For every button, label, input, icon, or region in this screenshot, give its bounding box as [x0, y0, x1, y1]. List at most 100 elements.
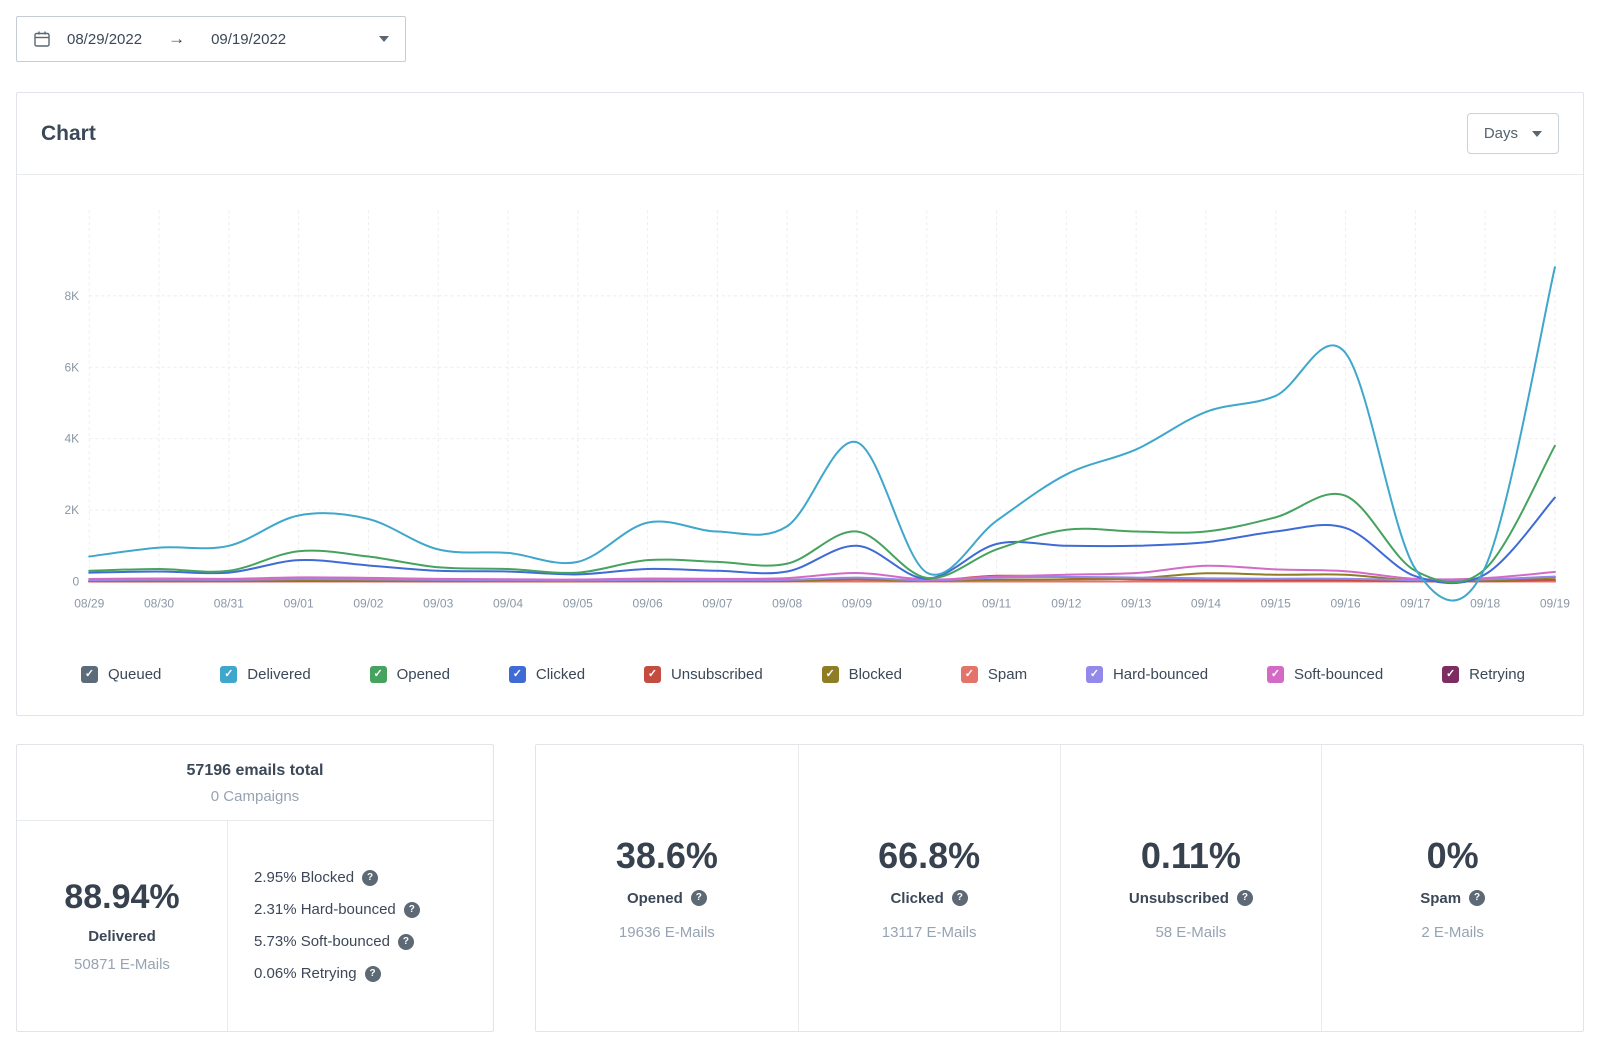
x-tick-label: 09/13 [1121, 597, 1151, 611]
line-chart: 08/29 08/30 08/31 09/01 09/02 09/03 09/04 09/05… [29, 185, 1571, 642]
legend-item-hard-bounced[interactable]: ✓ Hard-bounced [1085, 665, 1209, 683]
checkbox-checked-icon[interactable]: ✓ [508, 665, 526, 683]
breakdown-text: 5.73% Soft-bounced [254, 933, 390, 951]
series-line-opened [88, 444, 1556, 584]
checkbox-checked-icon[interactable]: ✓ [1085, 665, 1103, 683]
y-tick-label: 2K [64, 503, 79, 517]
series-line-soft-bounced [88, 564, 1556, 581]
help-icon[interactable]: ? [690, 890, 707, 907]
interval-value: Days [1483, 125, 1518, 142]
delivered-count: 50871 E-Mails [74, 956, 170, 974]
x-tick-label: 09/08 [772, 597, 802, 611]
chart-legend: ✓ Queued ✓ Delivered ✓ Opened ✓ Clicked ✓ Unsubsc… [29, 642, 1571, 691]
stat-label: Opened [626, 889, 683, 907]
checkbox-checked-icon[interactable]: ✓ [1266, 665, 1284, 683]
series-line-clicked [88, 496, 1556, 585]
stat-cards: 38.6% Opened ? 19636 E-Mails 66.8% Click… [535, 743, 1584, 1032]
chart-card-header: Chart Days [17, 93, 1583, 175]
legend-label: Opened [396, 665, 450, 683]
date-range-picker[interactable]: 08/29/2022 → 09/19/2022 [16, 16, 406, 62]
x-tick-label: 09/11 [982, 597, 1012, 611]
series-line-hard-bounced [88, 575, 1556, 582]
help-icon[interactable]: ? [951, 890, 968, 907]
chart-body: 08/29 08/30 08/31 09/01 09/02 09/03 09/04 09/05… [17, 175, 1583, 715]
campaigns-count: 0 Campaigns [210, 787, 300, 805]
breakdown-row: 2.95% Blocked? [254, 869, 467, 886]
checkbox-checked-icon[interactable]: ✓ [81, 665, 98, 683]
help-icon[interactable]: ? [362, 869, 379, 886]
stat-label: Spam [1420, 889, 1462, 907]
legend-label: Delivered [247, 665, 311, 683]
stat-percent: 66.8% [878, 834, 981, 876]
x-tick-label: 08/31 [214, 597, 244, 611]
breakdown-row: 2.31% Hard-bounced? [254, 901, 467, 918]
help-icon[interactable]: ? [1236, 890, 1253, 907]
legend-label: Soft-bounced [1293, 665, 1384, 683]
checkbox-checked-icon[interactable]: ✓ [643, 665, 661, 683]
legend-label: Retrying [1469, 665, 1525, 683]
help-icon[interactable]: ? [1469, 890, 1486, 907]
x-tick-label: 09/18 [1470, 597, 1500, 611]
x-tick-label: 09/10 [912, 597, 942, 611]
end-date: 09/19/2022 [211, 30, 287, 48]
checkbox-checked-icon[interactable]: ✓ [220, 665, 238, 683]
chart-svg: 08/29 08/30 08/31 09/01 09/02 09/03 09/04 09/05… [64, 210, 1570, 611]
stat-count: 2 E-Mails [1421, 923, 1484, 941]
x-tick-label: 09/19 [1540, 597, 1570, 611]
legend-label: Blocked [848, 665, 902, 683]
stat-count: 13117 E-Mails [881, 923, 977, 941]
summary-card: 57196 emails total 0 Campaigns 88.94% De… [16, 743, 494, 1032]
breakdown-row: 5.73% Soft-bounced? [254, 933, 467, 950]
legend-label: Clicked [535, 665, 586, 683]
help-icon[interactable]: ? [403, 901, 420, 918]
stat-card-clicked: 66.8% Clicked ? 13117 E-Mails [797, 744, 1060, 1031]
x-tick-label: 09/17 [1400, 597, 1430, 611]
stat-count: 19636 E-Mails [618, 923, 715, 941]
legend-item-clicked[interactable]: ✓ Clicked [508, 665, 586, 683]
checkbox-checked-icon[interactable]: ✓ [369, 665, 387, 683]
chart-card: Chart Days 08/29 08/30 08/31 09/01 09/02 09/0… [16, 92, 1584, 716]
legend-item-retrying[interactable]: ✓ Retrying [1442, 665, 1525, 683]
start-date: 08/29/2022 [67, 30, 143, 48]
legend-item-delivered[interactable]: ✓ Delivered [220, 665, 311, 683]
checkbox-checked-icon[interactable]: ✓ [821, 665, 839, 683]
y-tick-label: 6K [64, 360, 79, 374]
stat-label: Unsubscribed [1128, 889, 1229, 907]
stat-card-spam: 0% Spam ? 2 E-Mails [1321, 744, 1583, 1031]
legend-item-opened[interactable]: ✓ Opened [369, 665, 450, 683]
chart-title: Chart [41, 121, 96, 145]
legend-item-queued[interactable]: ✓ Queued [81, 665, 162, 683]
x-tick-label: 09/06 [633, 597, 663, 611]
x-tick-label: 09/02 [353, 597, 383, 611]
date-range-bar: 08/29/2022 → 09/19/2022 [16, 16, 1584, 62]
legend-item-blocked[interactable]: ✓ Blocked [821, 665, 902, 683]
breakdown-row: 0.06% Retrying? [254, 965, 467, 982]
y-tick-label: 0 [73, 575, 80, 589]
y-tick-label: 4K [64, 432, 79, 446]
help-icon[interactable]: ? [397, 933, 414, 950]
x-tick-label: 08/29 [74, 597, 104, 611]
x-tick-label: 09/15 [1261, 597, 1291, 611]
stat-card-unsubscribed: 0.11% Unsubscribed ? 58 E-Mails [1059, 744, 1322, 1031]
caret-down-icon [1532, 130, 1542, 137]
emails-total: 57196 emails total [186, 761, 324, 779]
checkbox-checked-icon[interactable]: ✓ [960, 665, 978, 683]
x-tick-label: 09/14 [1191, 597, 1221, 611]
delivered-label: Delivered [88, 928, 156, 946]
arrow-right-icon: → [168, 29, 186, 48]
legend-label: Hard-bounced [1112, 665, 1209, 683]
stats-section: 57196 emails total 0 Campaigns 88.94% De… [16, 743, 1584, 1032]
legend-item-spam[interactable]: ✓ Spam [960, 665, 1027, 683]
stat-percent: 0% [1426, 834, 1479, 876]
legend-item-soft-bounced[interactable]: ✓ Soft-bounced [1266, 665, 1384, 683]
help-icon[interactable]: ? [364, 965, 381, 982]
legend-item-unsubscribed[interactable]: ✓ Unsubscribed [643, 665, 763, 683]
x-tick-label: 09/01 [284, 597, 314, 611]
caret-down-icon [379, 36, 389, 42]
x-tick-label: 09/04 [493, 597, 523, 611]
checkbox-checked-icon[interactable]: ✓ [1442, 665, 1460, 683]
interval-selector[interactable]: Days [1466, 113, 1559, 154]
legend-label: Queued [108, 665, 162, 683]
calendar-icon [33, 30, 51, 48]
